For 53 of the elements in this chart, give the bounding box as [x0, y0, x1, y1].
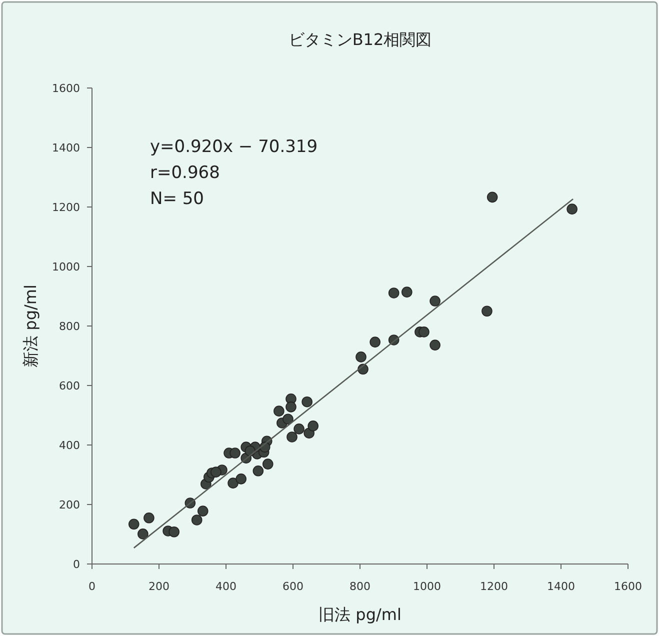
point: [128, 518, 140, 530]
y-tick-label: 1000: [52, 260, 80, 274]
point: [286, 432, 298, 442]
x-tick-label: 0: [88, 580, 96, 593]
point: [566, 204, 578, 214]
point: [302, 396, 312, 408]
y-tick-label: 200: [59, 498, 80, 512]
y-axis-title: 新法 pg/ml: [21, 284, 40, 368]
chart-title: ビタミンB12相関図: [288, 30, 432, 49]
point: [486, 192, 498, 203]
point: [430, 340, 440, 350]
x-tick-label: 1400: [547, 580, 575, 593]
x-tick-label: 200: [148, 580, 170, 593]
point: [388, 288, 400, 298]
point: [252, 465, 264, 476]
point: [430, 296, 440, 306]
point: [286, 402, 296, 412]
point: [230, 448, 240, 458]
point: [262, 458, 274, 470]
y-tick-label: 0: [73, 558, 80, 571]
y-tick-label: 1200: [52, 201, 80, 214]
annotation: y=0.920x − 70.319: [150, 137, 318, 157]
x-tick-label: 1200: [480, 580, 508, 593]
x-tick-label: 600: [282, 580, 304, 593]
point: [482, 306, 492, 317]
point: [236, 474, 246, 484]
point: [282, 414, 294, 425]
x-tick-label: 800: [350, 580, 370, 593]
point: [144, 512, 154, 524]
y-tick-label: 600: [59, 380, 80, 392]
y-tick-label: 1600: [52, 82, 80, 95]
point: [308, 420, 318, 432]
point: [274, 406, 284, 416]
x-tick-label: 1000: [413, 580, 441, 593]
point: [402, 286, 412, 298]
point: [228, 478, 238, 488]
point: [197, 506, 208, 516]
x-tick-label: 1600: [614, 580, 642, 593]
x-tick-label: 400: [216, 580, 236, 593]
point: [418, 326, 430, 338]
point: [356, 352, 366, 362]
point: [370, 336, 380, 348]
point: [191, 514, 202, 526]
annotation: N= 50: [150, 189, 204, 209]
point: [294, 424, 304, 434]
point: [138, 528, 148, 540]
y-tick-label: 1400: [52, 142, 80, 154]
point: [210, 466, 222, 478]
point: [168, 526, 180, 538]
y-tick-label: 800: [59, 320, 80, 333]
y-tick-label: 400: [59, 439, 80, 452]
x-axis-title: 旧法 pg/ml: [318, 605, 402, 624]
annotation: r=0.968: [150, 163, 220, 183]
